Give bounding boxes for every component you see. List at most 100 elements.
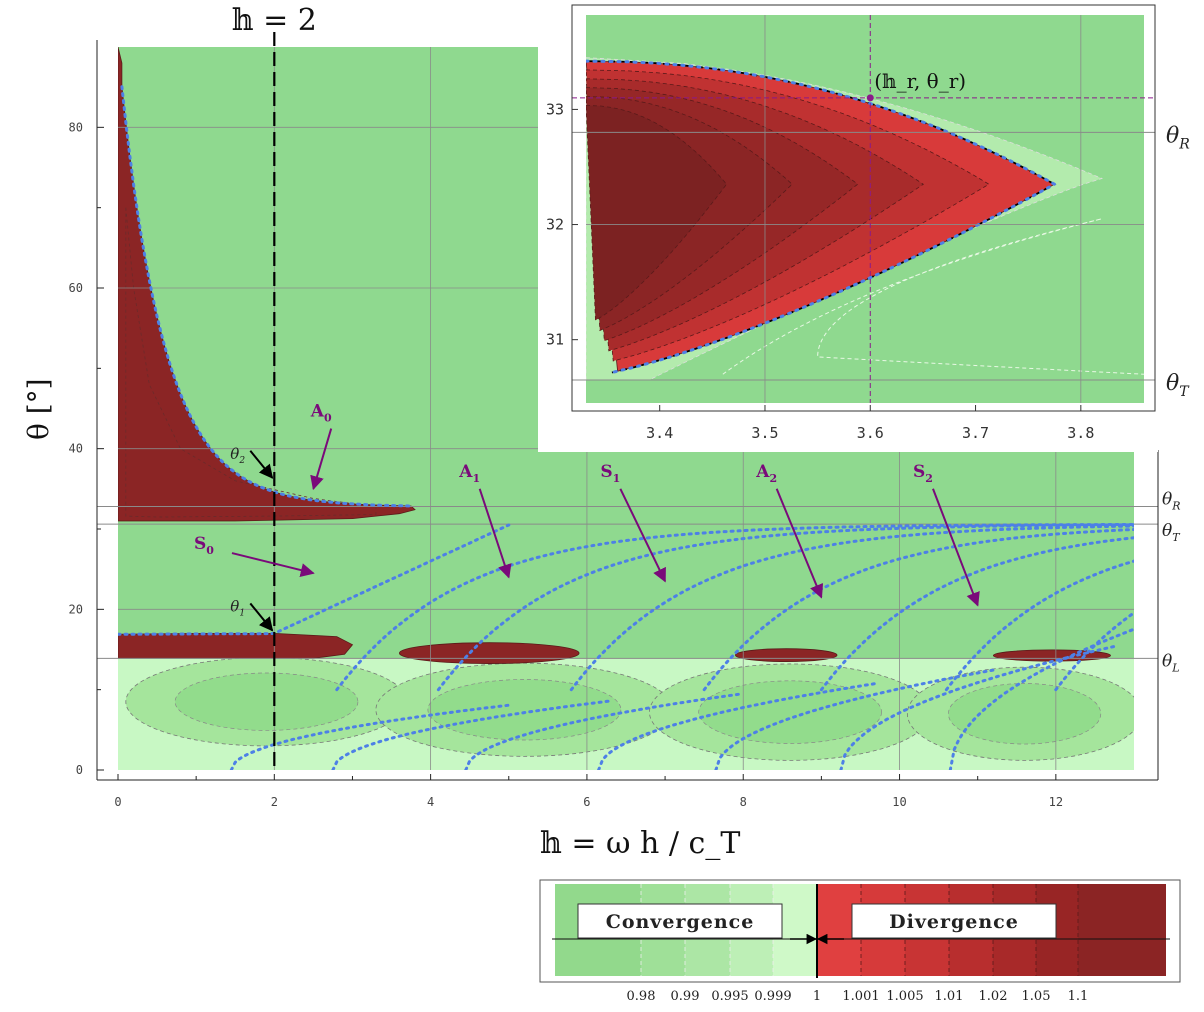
convergence-lobe-inner [698,680,882,744]
mode-curve-lower [464,692,745,770]
inset-x-tick-label: 3.7 [962,424,989,442]
convergence-lobe-inner [427,679,622,741]
mode-curve-higher [819,536,1134,692]
divergence-region-blob [398,642,580,664]
inset-y-tick-label: 33 [546,100,564,118]
y-tick-label: 0 [76,763,83,777]
angle-label-theta2: θ2 [230,445,245,466]
mode-curve-s0 [118,523,511,636]
colorbar-level-label: 1.005 [886,989,923,1004]
inset-x-tick-label: 3.8 [1067,424,1094,442]
h2-label: 𝕙 = 2 [232,3,317,38]
mode-curve-higher [944,559,1134,692]
convergence-lobe-inner [174,672,359,731]
divergence-region-blob [735,648,838,662]
mode-curve-lower [331,699,612,770]
inset-mode-curve [586,59,1058,374]
inset-divergence-level [586,104,728,321]
colorbar-level-label: 1.001 [842,989,879,1004]
x-tick-label: 10 [892,795,906,809]
inset-ref-label-theta-t: θT [1166,371,1190,400]
colorbar-level-label: 1.02 [979,989,1008,1004]
inset-x-tick-label: 3.6 [857,424,884,442]
colorbar-level-label: 0.999 [754,989,791,1004]
ref-label-theta-r: θR [1162,490,1181,513]
divergence-region-s0 [118,633,354,659]
divergence-box [851,903,1057,939]
mode-label-a0: A0 [310,402,332,425]
inset-tick-labels: 3.4 3.5 3.6 3.7 3.8 31 32 33 [546,100,1094,442]
x-tick-label: 6 [583,795,590,809]
x-tick-label: 4 [427,795,434,809]
mode-curve-higher [702,527,1134,692]
main-tick-labels: 0 2 4 6 8 10 12 0 20 40 60 80 [69,120,1064,809]
mode-arrow-s1 [619,488,666,583]
x-tick-label: 8 [740,795,747,809]
y-tick-label: 80 [69,120,83,134]
convergence-box [577,903,783,939]
mode-curves [118,85,1134,770]
inset-x-tick-label: 3.5 [751,424,778,442]
mode-label-s1: S1 [600,462,620,485]
inset-y-tick-label: 31 [546,331,564,349]
mode-arrow-a1 [478,488,512,579]
mode-label-a2: A2 [755,462,777,485]
colorbar-level-label: 0.99 [671,989,700,1004]
mode-curve-lower [948,627,1134,770]
mode-curve-higher [1054,610,1134,692]
mode-curve-higher [436,523,1134,692]
divergence-contour-a0 [125,207,377,518]
inset-contour-line [722,218,1144,375]
mode-curve-lower [597,682,878,770]
main-annotations: 𝕙 = 2 A0 S0 A1 S1 A2 S2 θ2 θ1 θR θT θL [194,3,1181,770]
colorbar-level-label: 1.05 [1022,989,1051,1004]
inset-plot: 3.4 3.5 3.6 3.7 3.8 31 32 33 (𝕙_r, θ_r) θR θT [538,0,1190,452]
colorbar: 0.98 0.99 0.995 0.999 1 1.001 1.005 1.01 1.02 1.0… [539,879,1181,1004]
x-tick-label: 0 [114,795,121,809]
x-axis-label: 𝕙 = ω h / c_T [540,826,740,861]
inset-contour-fill [586,15,1144,403]
inset-x-tick-label: 3.4 [646,424,673,442]
inset-frame-box [571,4,1156,412]
resonance-point-label: (𝕙_r, θ_r) [874,69,966,93]
y-tick-label: 60 [69,281,83,295]
colorbar-cell [1078,884,1166,976]
colorbar-level-labels: 0.98 0.99 0.995 0.999 1 1.001 1.005 1.01 1.02 1.0… [627,989,1089,1004]
angle-arrow-theta2 [249,450,274,479]
mode-curve-higher [569,524,1134,692]
x-tick-label: 12 [1049,795,1063,809]
mode-label-s0: S0 [194,534,214,557]
mode-curve-lower [714,668,995,770]
convergence-lobe-inner [948,683,1102,745]
resonance-point [866,94,874,102]
mode-arrow-s0 [231,552,315,577]
colorbar-level-label: 1.1 [1068,989,1089,1004]
inset-ref-label-theta-r: θR [1166,123,1190,152]
x-tick-label: 2 [271,795,278,809]
angle-label-theta1: θ1 [230,597,245,618]
inset-annotations: (𝕙_r, θ_r) θR θT [866,69,1190,400]
inset-axes [571,4,1156,412]
mode-arrow-s2 [932,488,980,607]
inset-grid [572,15,1155,403]
convergence-label: Convergence [606,911,755,933]
colorbar-level-label: 1 [813,989,821,1004]
ref-label-theta-l: θL [1162,651,1180,674]
y-tick-label: 40 [69,442,83,456]
ref-label-theta-t: θT [1162,521,1181,544]
colorbar-level-label: 1.01 [935,989,964,1004]
colorbar-level-label: 0.98 [627,989,656,1004]
inset-y-tick-label: 32 [546,216,564,234]
colorbar-level-label: 0.995 [711,989,748,1004]
mode-arrow-a0 [310,428,333,491]
mode-label-s2: S2 [913,462,933,485]
mode-arrow-a2 [775,488,824,599]
inset-boundary-line [586,60,1057,374]
mode-label-a1: A1 [458,462,480,485]
angle-arrow-theta1 [249,602,274,632]
y-axis-label: θ [°] [22,378,55,440]
divergence-label: Divergence [889,911,1019,933]
mode-curve-a0 [120,85,413,508]
mode-curve-lower [229,703,511,770]
